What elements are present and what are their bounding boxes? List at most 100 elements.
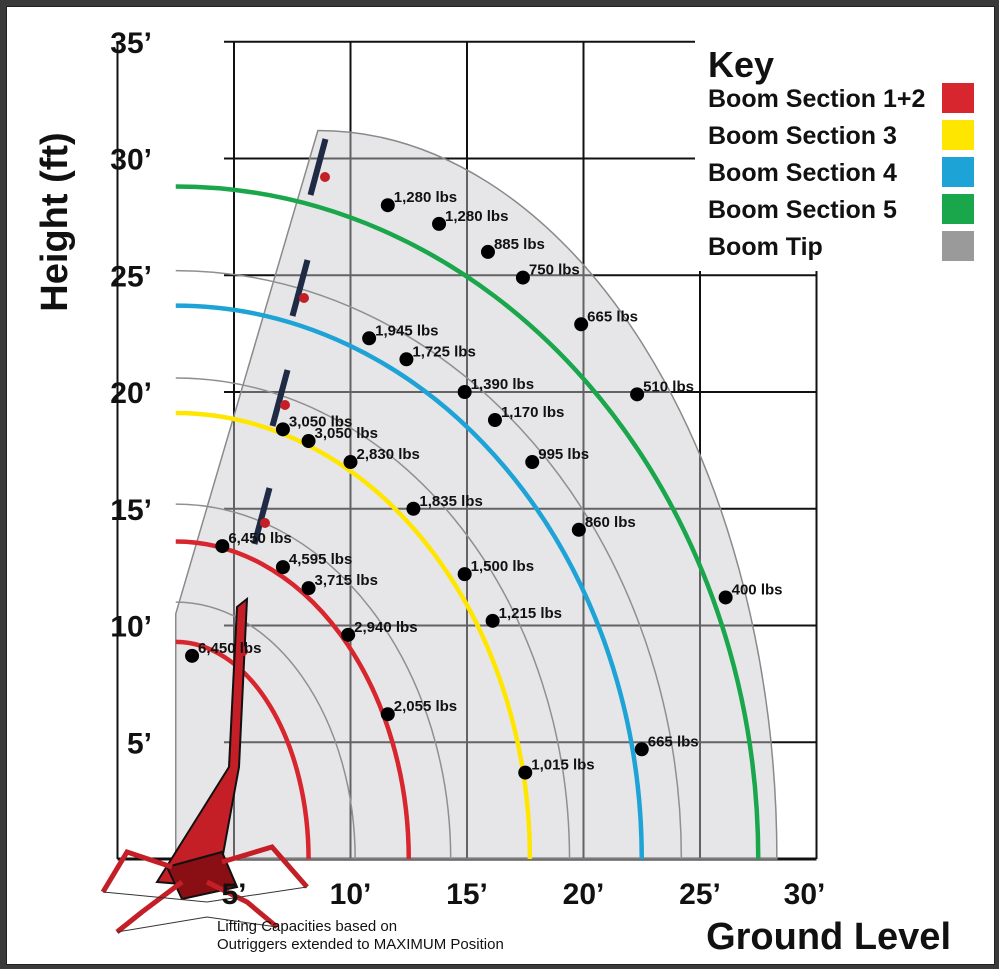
- footnote-line-2: Outriggers extended to MAXIMUM Position: [217, 936, 504, 953]
- legend-item-label: Boom Section 1+2: [708, 85, 925, 113]
- capacity-point: [457, 567, 472, 582]
- spider-crane-illustration: [100, 138, 330, 934]
- x-tick-label: 25’: [679, 878, 721, 911]
- boom-tip-envelope: [175, 129, 778, 860]
- capacity-point: [406, 501, 421, 516]
- capacity-point: [215, 539, 230, 554]
- capacity-point: [380, 198, 395, 213]
- capacity-label: 1,280 lbs: [394, 189, 457, 206]
- boom-reach-arcs: [175, 184, 761, 860]
- capacity-label: 400 lbs: [732, 581, 783, 598]
- x-axis-title: Ground Level: [706, 916, 951, 958]
- capacity-label: 1,215 lbs: [499, 605, 562, 622]
- boom-segment-icons: [238, 138, 330, 656]
- y-axis-title: Height (ft): [34, 132, 76, 311]
- capacity-point: [380, 707, 395, 722]
- capacity-point: [487, 413, 502, 428]
- capacity-point: [185, 648, 200, 663]
- capacity-point: [718, 590, 733, 605]
- inner-reach-arcs: [175, 269, 683, 860]
- legend-swatch: [942, 231, 974, 261]
- capacity-point: [630, 387, 645, 402]
- capacity-label: 665 lbs: [648, 733, 699, 750]
- capacity-label: 2,830 lbs: [357, 446, 420, 463]
- x-tick-label: 20’: [563, 878, 605, 911]
- legend-swatch: [942, 194, 974, 224]
- legend-items: Boom Section 1+2 Boom Section 3 Boom Secti…: [708, 83, 974, 261]
- capacity-label: 4,595 lbs: [289, 551, 352, 568]
- capacity-label: 1,500 lbs: [471, 558, 534, 575]
- capacity-label: 1,835 lbs: [419, 493, 482, 510]
- capacity-point: [399, 352, 414, 367]
- capacity-point: [343, 455, 358, 470]
- capacity-label: 3,050 lbs: [315, 425, 378, 442]
- capacity-point: [634, 742, 649, 757]
- load-chart-panel: 6,450 lbs 6,450 lbs 4,595 lbs 3,715 lbs 2,94…: [6, 6, 995, 965]
- legend-swatch: [942, 120, 974, 150]
- y-tick-label: 5’: [127, 727, 152, 760]
- capacity-point: [341, 627, 356, 642]
- legend-item-label: Boom Tip: [708, 233, 823, 261]
- boom-tip-arc: [175, 503, 452, 860]
- reach-arc: [175, 410, 533, 860]
- capacity-point: [275, 560, 290, 575]
- capacity-point: [301, 581, 316, 596]
- footnote-line-1: Lifting Capacities based on: [217, 918, 397, 935]
- legend-swatch: [942, 157, 974, 187]
- capacity-point: [571, 522, 586, 537]
- capacity-point: [485, 613, 500, 628]
- capacity-point: [432, 216, 447, 231]
- capacity-point: [275, 422, 290, 437]
- reach-arc: [175, 539, 411, 860]
- capacity-point: [457, 385, 472, 399]
- capacity-label: 885 lbs: [494, 236, 545, 253]
- boom-tip-arc: [175, 377, 571, 860]
- legend-title: Key: [708, 44, 774, 85]
- crane-shadow: [102, 886, 308, 933]
- capacity-label: 860 lbs: [585, 514, 636, 531]
- y-tick-label: 20’: [110, 377, 152, 410]
- boom-tip-arc: [175, 269, 683, 860]
- legend-swatch: [942, 83, 974, 113]
- y-tick-label: 15’: [110, 494, 152, 527]
- y-tick-label: 10’: [110, 611, 152, 644]
- capacity-point: [518, 765, 533, 780]
- capacity-point: [515, 270, 530, 285]
- capacity-point: [301, 434, 316, 449]
- y-tick-label: 30’: [110, 144, 152, 177]
- capacity-label: 1,015 lbs: [531, 757, 594, 774]
- capacity-label: 665 lbs: [587, 308, 638, 325]
- capacity-label: 2,055 lbs: [394, 698, 457, 715]
- capacity-label: 1,390 lbs: [471, 376, 534, 393]
- load-chart: 6,450 lbs 6,450 lbs 4,595 lbs 3,715 lbs 2,94…: [34, 27, 985, 958]
- boom-tip-area: [175, 129, 778, 860]
- capacity-label: 6,450 lbs: [198, 640, 261, 657]
- capacity-label: 1,945 lbs: [375, 322, 438, 339]
- x-tick-label: 5’: [221, 878, 246, 911]
- capacity-point: [574, 317, 589, 332]
- boom-tip-arc: [175, 601, 356, 860]
- capacity-point: [525, 455, 540, 470]
- x-tick-label: 10’: [330, 878, 372, 911]
- crane-outriggers: [100, 844, 309, 934]
- capacity-label: 750 lbs: [529, 262, 580, 279]
- capacity-point: [362, 331, 377, 346]
- capacity-label: 1,280 lbs: [445, 208, 508, 225]
- y-tick-label: 35’: [110, 27, 152, 60]
- axis-ticks: 5’ 10’ 15’ 20’ 25’ 30’ 5’ 10’ 15’ 20’ 25’ 30’ 35’: [110, 27, 825, 911]
- capacity-label: 1,170 lbs: [501, 404, 564, 421]
- x-tick-label: 30’: [784, 878, 826, 911]
- capacity-label: 6,450 lbs: [228, 530, 291, 547]
- reach-arc: [175, 184, 761, 860]
- reach-arc: [175, 639, 311, 860]
- capacity-label: 510 lbs: [643, 378, 694, 395]
- legend-item-label: Boom Section 4: [708, 159, 897, 187]
- capacity-label: 3,050 lbs: [289, 413, 352, 430]
- y-tick-label: 25’: [110, 260, 152, 293]
- capacity-points: 6,450 lbs 6,450 lbs 4,595 lbs 3,715 lbs 2,94…: [185, 189, 783, 780]
- capacity-label: 2,940 lbs: [354, 619, 417, 636]
- reach-arc: [175, 303, 644, 860]
- legend-item-label: Boom Section 5: [708, 196, 897, 224]
- legend-background: [695, 37, 985, 271]
